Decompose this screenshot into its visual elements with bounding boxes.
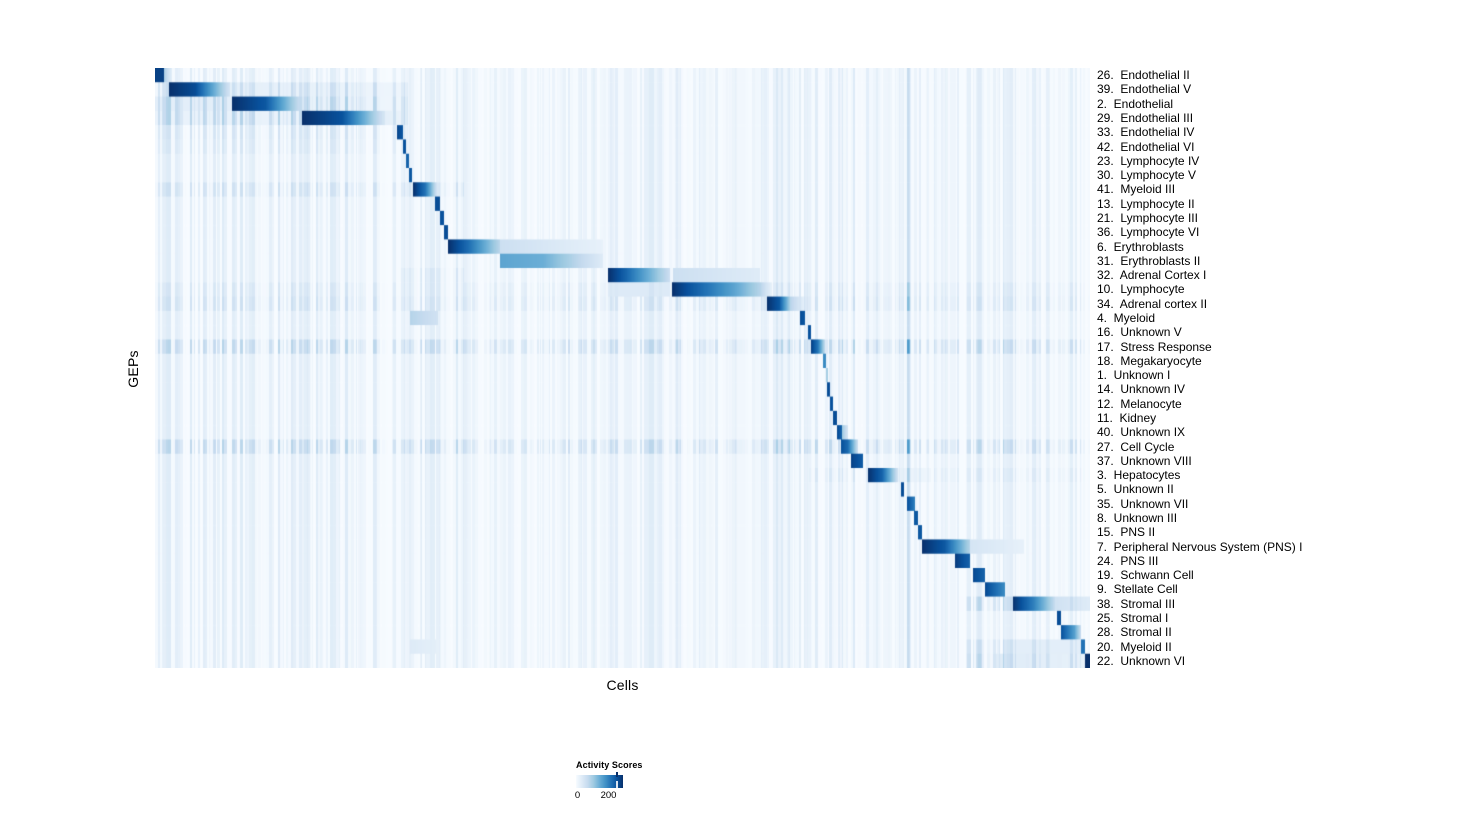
- legend-tick-mark-dark: [615, 772, 618, 777]
- gep-row-label: 24. PNS III: [1097, 553, 1159, 568]
- gep-row-label: 31. Erythroblasts II: [1097, 253, 1201, 268]
- gep-row-label: 26. Endothelial II: [1097, 68, 1190, 83]
- gep-row-label: 32. Adrenal Cortex I: [1097, 268, 1207, 283]
- activity-scores-legend: Activity Scores 0 200: [574, 760, 696, 802]
- gep-row-label: 28. Stromal II: [1097, 625, 1172, 640]
- gep-row-label: 2. Endothelial: [1097, 96, 1174, 111]
- gep-row-label: 1. Unknown I: [1097, 368, 1171, 383]
- gep-row-label: 30. Lymphocyte V: [1097, 168, 1196, 183]
- gep-row-label: 14. Unknown IV: [1097, 382, 1186, 397]
- legend-gradient-bar: [576, 772, 623, 788]
- gep-row-label: 37. Unknown VIII: [1097, 453, 1192, 468]
- gep-row-label: 19. Schwann Cell: [1097, 568, 1194, 583]
- gep-row-label: 11. Kidney: [1097, 411, 1157, 425]
- legend-tick-label-200: 200: [600, 790, 617, 801]
- gep-row-label: 36. Lymphocyte VI: [1097, 225, 1200, 240]
- gep-row-label: 4. Myeloid: [1097, 311, 1156, 325]
- gep-row-label: 42. Endothelial VI: [1097, 139, 1195, 154]
- gep-row-label: 7. Peripheral Nervous System (PNS) I: [1097, 539, 1303, 554]
- gep-row-label: 13. Lymphocyte II: [1097, 196, 1195, 211]
- legend-title: Activity Scores: [576, 760, 643, 770]
- gep-row-label: 6. Erythroblasts: [1097, 239, 1184, 254]
- gep-row-label: 34. Adrenal cortex II: [1097, 296, 1208, 311]
- heatmap-canvas: [155, 68, 1090, 668]
- gep-row-label: 3. Hepatocytes: [1097, 468, 1181, 483]
- gep-row-label: 38. Stromal III: [1097, 596, 1176, 611]
- gep-row-label: 21. Lymphocyte III: [1097, 211, 1198, 225]
- gep-row-label: 27. Cell Cycle: [1097, 439, 1175, 454]
- y-axis-label: GEPs: [125, 350, 141, 388]
- x-axis-label: Cells: [606, 677, 639, 693]
- gep-row-label: 23. Lymphocyte IV: [1097, 153, 1200, 168]
- row-labels: 26. Endothelial II 39. Endothelial V 2. En…: [1097, 0, 1457, 815]
- gep-row-label: 8. Unknown III: [1097, 511, 1178, 525]
- gep-row-label: 22. Unknown VI: [1097, 653, 1186, 668]
- gep-row-label: 15. PNS II: [1097, 525, 1156, 540]
- legend-tick-label-min: 0: [574, 790, 581, 801]
- gep-row-label: 5. Unknown II: [1097, 482, 1174, 497]
- gep-row-label: 16. Unknown V: [1097, 325, 1182, 340]
- gep-row-label: 10. Lymphocyte: [1097, 282, 1185, 297]
- gep-row-label: 25. Stromal I: [1097, 611, 1169, 625]
- heatmap-panel: [155, 68, 1090, 668]
- gep-row-label: 41. Myeloid III: [1097, 182, 1176, 197]
- gep-row-label: 18. Megakaryocyte: [1097, 353, 1202, 368]
- legend-tick-mark-white: [615, 781, 618, 788]
- gep-row-label: 39. Endothelial V: [1097, 82, 1192, 97]
- gep-row-label: 33. Endothelial IV: [1097, 125, 1195, 140]
- gep-row-label: 20. Myeloid II: [1097, 639, 1172, 654]
- gep-row-label: 17. Stress Response: [1097, 339, 1212, 354]
- gep-row-label: 40. Unknown IX: [1097, 425, 1186, 440]
- gep-row-label: 35. Unknown VII: [1097, 496, 1189, 511]
- gep-row-label: 12. Melanocyte: [1097, 396, 1182, 411]
- gep-row-label: 9. Stellate Cell: [1097, 582, 1178, 597]
- gep-row-label: 29. Endothelial III: [1097, 111, 1194, 125]
- legend-tick-labels: 0 200: [574, 790, 636, 802]
